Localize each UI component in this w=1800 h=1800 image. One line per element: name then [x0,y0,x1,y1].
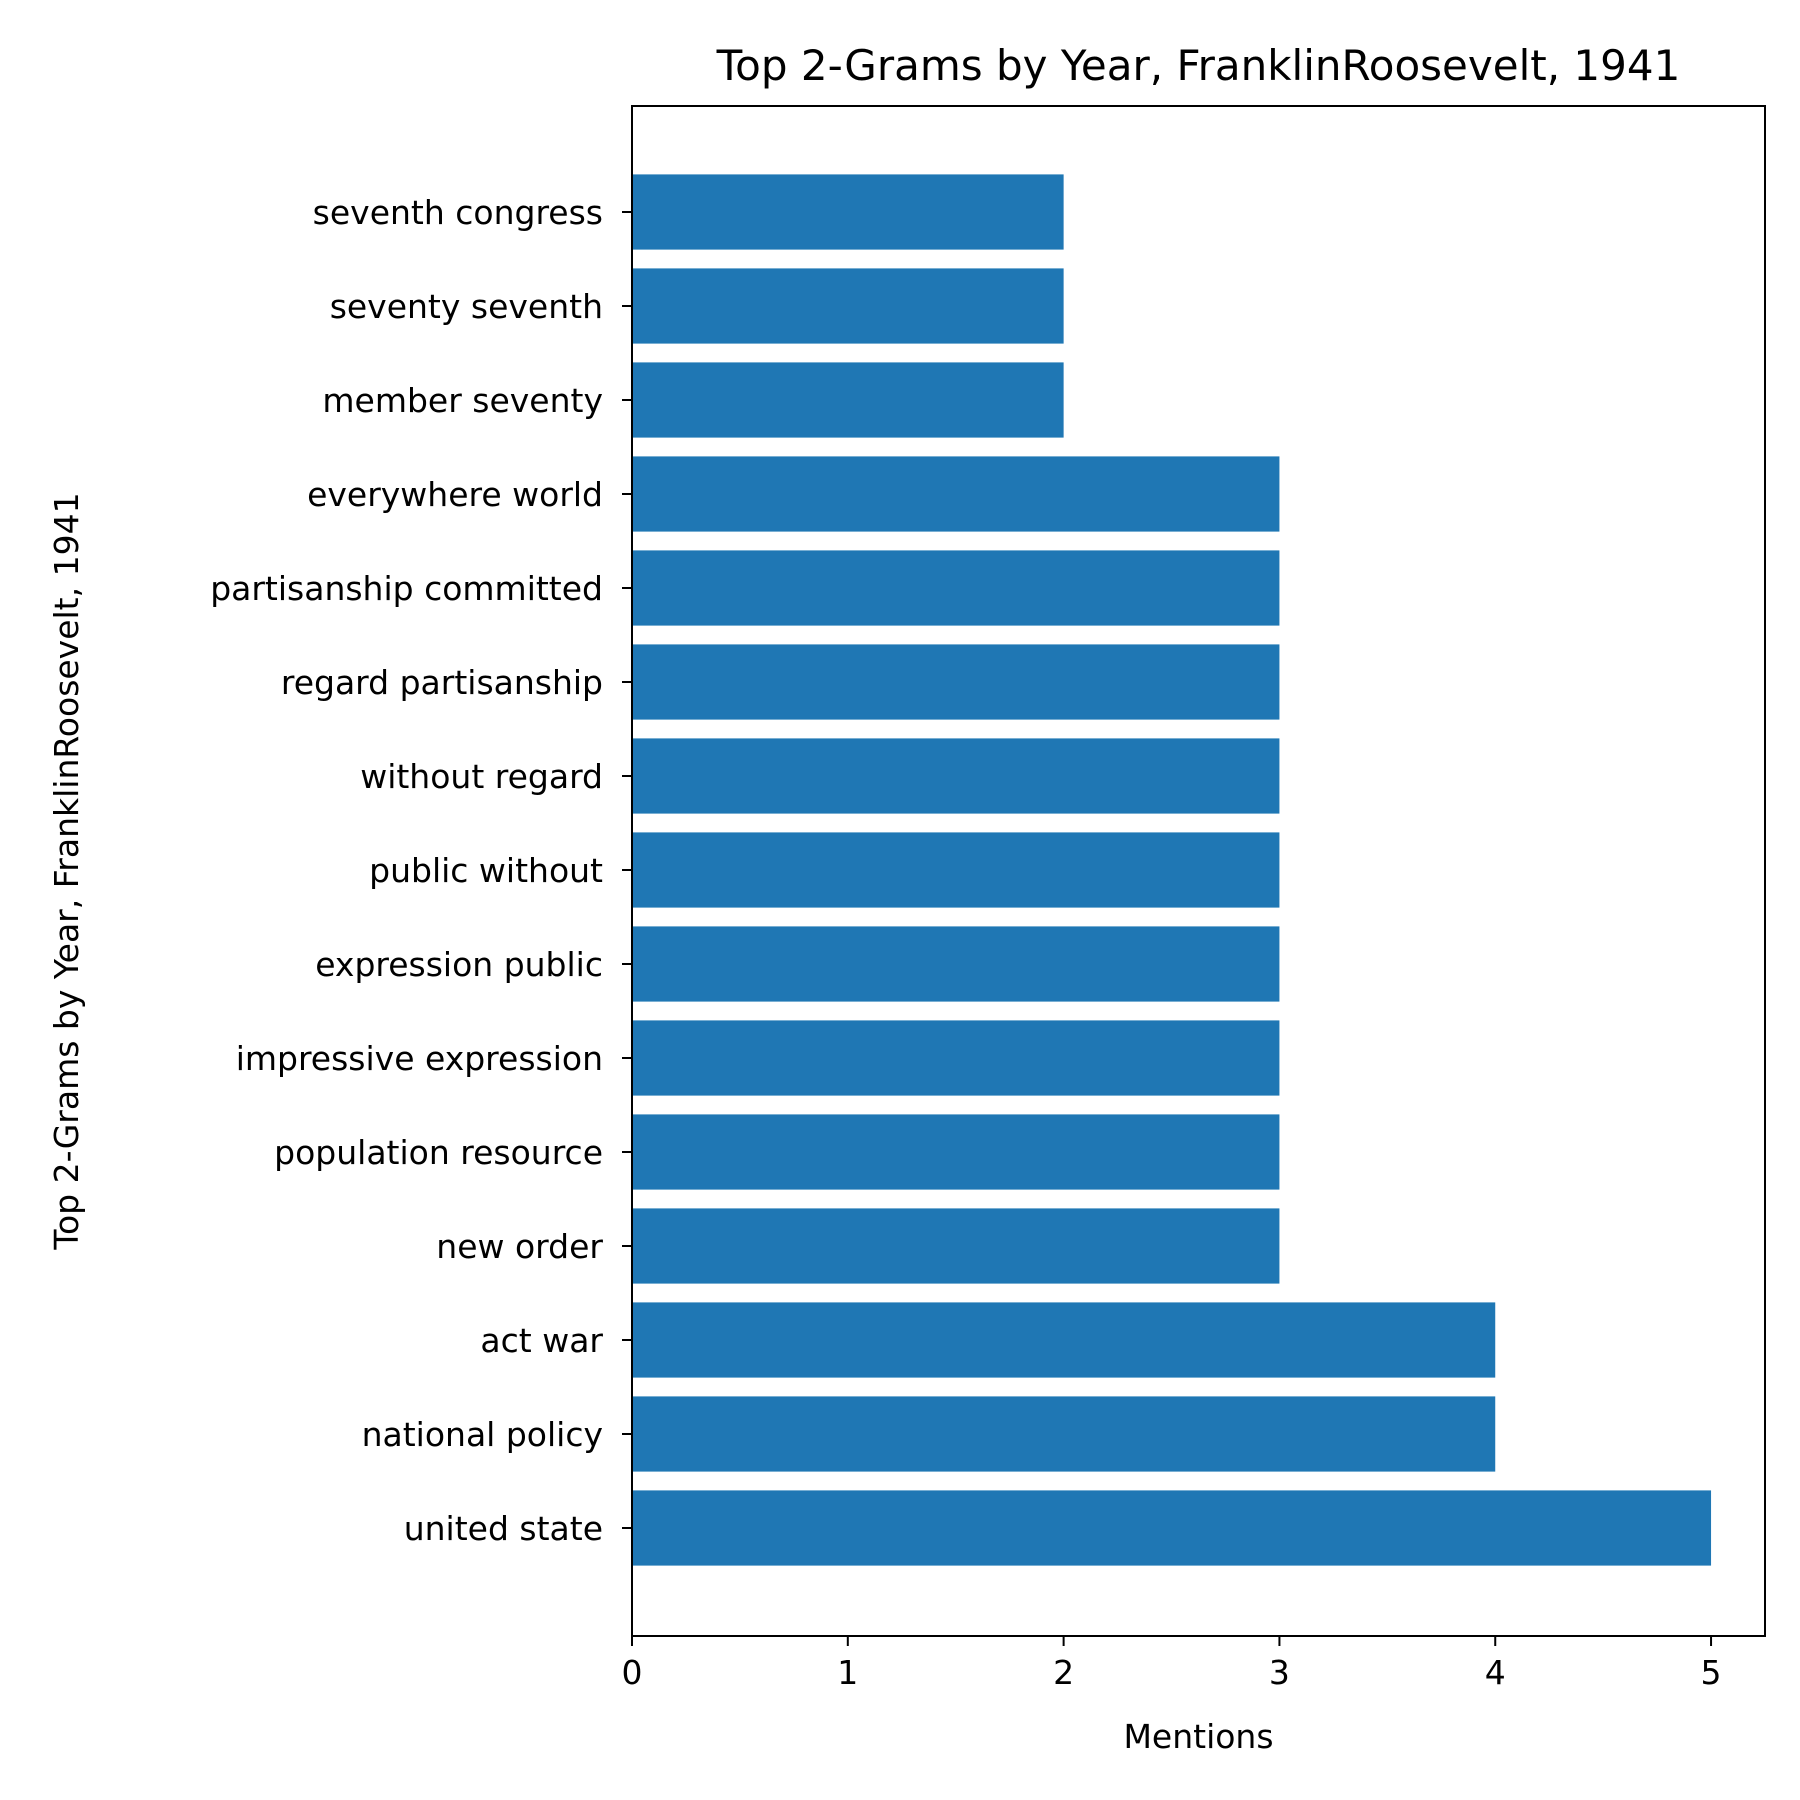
y-tick-label: impressive expression [236,1039,603,1078]
y-axis-label: Top 2-Grams by Year, FranklinRoosevelt, … [47,492,86,1250]
x-tick-label: 5 [1701,1653,1722,1692]
x-axis-label: Mentions [1123,1717,1273,1756]
bar-without-regard [632,738,1280,814]
bar-national-policy [632,1396,1496,1472]
y-tick-label: act war [480,1321,603,1360]
y-tick-label: population resource [274,1133,603,1172]
y-tick-label: seventy seventh [330,287,603,326]
y-tick-label: national policy [362,1415,603,1454]
axes-layer: united state national policy act war new or… [210,105,1766,1692]
bar-seventy-seventh [632,268,1064,344]
bar-united-state [632,1490,1712,1566]
y-tick-label: expression public [315,945,603,984]
y-tick-label: seventh congress [313,193,603,232]
bar-impressive-expression [632,1020,1280,1096]
x-tick-label: 0 [622,1653,643,1692]
bar-population-resource [632,1114,1280,1190]
y-tick-label: regard partisanship [281,663,603,702]
plot-frame [631,105,1766,1637]
y-tick-label: everywhere world [307,475,603,514]
x-tick-label: 3 [1269,1653,1290,1692]
y-tick-label: public without [369,851,603,890]
bar-member-seventy [632,362,1064,438]
bar-seventh-congress [632,174,1064,250]
y-tick-label: united state [404,1509,603,1548]
y-tick-label: member seventy [322,381,603,420]
bar-partisanship-committed [632,550,1280,626]
y-tick-label: new order [436,1227,603,1266]
x-tick-label: 1 [837,1653,858,1692]
bars-layer [632,174,1712,1566]
y-tick-label: partisanship committed [210,569,603,608]
bar-expression-public [632,926,1280,1002]
y-tick-label: without regard [360,757,603,796]
bar-public-without [632,832,1280,908]
chart-title: Top 2-Grams by Year, FranklinRoosevelt, … [716,41,1681,90]
x-tick-label: 4 [1485,1653,1506,1692]
bar-new-order [632,1208,1280,1284]
bar-everywhere-world [632,456,1280,532]
bar-regard-partisanship [632,644,1280,720]
bar-act-war [632,1302,1496,1378]
x-tick-label: 2 [1053,1653,1074,1692]
